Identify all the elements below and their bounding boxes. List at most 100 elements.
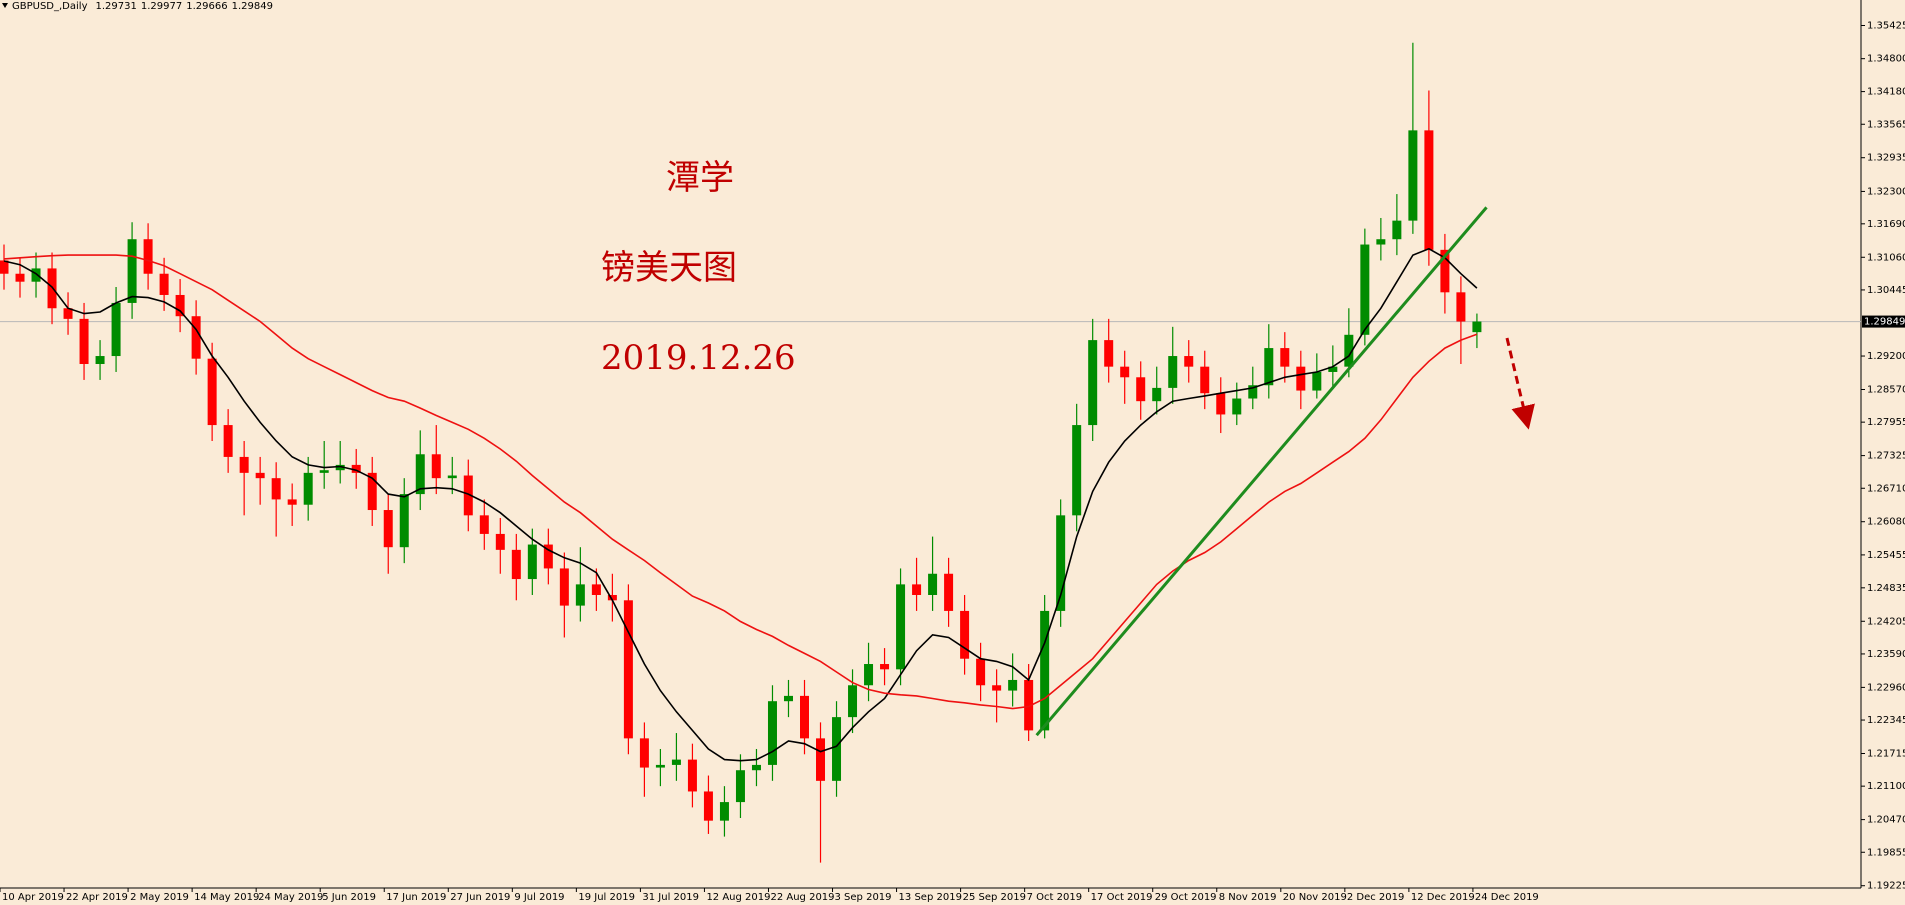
symbol: GBPUSD_,Daily (12, 1, 88, 12)
x-tick-label: 17 Oct 2019 (1091, 892, 1153, 903)
x-tick-label: 2 May 2019 (130, 892, 189, 903)
candle-body (79, 318, 89, 365)
candle-body (175, 294, 185, 317)
candle-body (1392, 220, 1402, 240)
y-tick-label: 1.26710 (1867, 483, 1905, 494)
candle-body (319, 470, 329, 473)
candle-body (1168, 356, 1178, 388)
annotation: 镑美天图 (601, 248, 737, 288)
y-tick-label: 1.21100 (1867, 781, 1905, 792)
candle-body (1184, 356, 1194, 367)
x-tick-label: 14 May 2019 (194, 892, 259, 903)
candle-body (735, 770, 745, 803)
x-tick-label: 31 Jul 2019 (642, 892, 699, 903)
candle-body (671, 759, 681, 765)
y-tick-label: 1.31690 (1867, 219, 1905, 230)
candle-body (31, 268, 41, 282)
annotation: 潭学 (666, 158, 734, 198)
candle-body (607, 594, 617, 601)
y-tick-label: 1.30445 (1867, 285, 1905, 296)
candle-body (383, 510, 393, 548)
candle-body (703, 791, 713, 821)
x-tick-label: 2 Dec 2019 (1347, 892, 1405, 903)
candle-body (992, 685, 1002, 691)
x-tick-label: 9 Jul 2019 (514, 892, 564, 903)
candle-body (335, 464, 345, 471)
candle-body (1264, 348, 1274, 386)
candle-body (928, 573, 938, 595)
down-arrow (1505, 337, 1535, 430)
candle-body (543, 544, 553, 569)
candle-body (912, 584, 922, 595)
candle-body (655, 764, 665, 768)
current-price-box (1862, 315, 1905, 328)
candle-body (63, 308, 73, 319)
candle-body (800, 695, 809, 739)
trend-line (1035, 206, 1488, 737)
candle-body (880, 664, 890, 670)
menu-icon (2, 3, 8, 8)
candle-body (1248, 385, 1258, 399)
candle-body (111, 302, 121, 357)
candle-body (832, 717, 842, 781)
candle-body (1424, 130, 1434, 250)
y-tick-label: 1.28570 (1867, 384, 1905, 395)
candle-body (1152, 387, 1162, 402)
candle-body (15, 273, 25, 282)
candle-body (207, 358, 217, 426)
y-tick-label: 1.26080 (1867, 517, 1905, 528)
bar-close: 1.29849 (232, 1, 273, 12)
candle-body (143, 239, 153, 274)
y-tick-label: 1.27325 (1867, 451, 1905, 462)
y-tick-label: 1.27955 (1867, 417, 1905, 428)
candle-body (1440, 249, 1450, 293)
y-tick-label: 1.35425 (1867, 20, 1905, 31)
x-tick-label: 10 Apr 2019 (2, 892, 64, 903)
candle-body (271, 478, 281, 500)
candle-body (1072, 425, 1082, 516)
candle-body (399, 494, 409, 548)
candle-body (1456, 292, 1466, 322)
x-tick-label: 13 Sep 2019 (899, 892, 962, 903)
moving-average (3, 247, 1478, 762)
y-tick-label: 1.19855 (1867, 847, 1905, 858)
candle-body (303, 472, 313, 505)
candle-body (1408, 130, 1418, 221)
candle-body (1120, 366, 1130, 378)
candle-body (1280, 348, 1290, 367)
candle-body (623, 600, 633, 739)
candle-body (1312, 371, 1322, 391)
y-tick-label: 1.31060 (1867, 252, 1905, 263)
candle-body (976, 658, 986, 686)
x-tick-label: 7 Oct 2019 (1027, 892, 1082, 903)
candle-body (1328, 366, 1338, 372)
candle-body (287, 499, 297, 505)
candle-body (527, 544, 537, 580)
candle-body (1232, 398, 1242, 415)
candle-body (351, 464, 361, 473)
candle-body (239, 456, 249, 473)
candle-body (751, 764, 761, 771)
candle-body (1344, 334, 1354, 367)
x-tick-label: 27 Jun 2019 (450, 892, 510, 903)
candle-body (1040, 610, 1050, 731)
candle-body (719, 802, 729, 821)
candle-body (479, 515, 489, 534)
bar-open: 1.29731 (96, 1, 137, 12)
header: GBPUSD_,Daily 1.29731 1.29977 1.29666 1.2984… (12, 1, 273, 12)
y-tick-label: 1.33565 (1867, 119, 1905, 130)
y-tick-label: 1.29200 (1867, 351, 1905, 362)
candle-body (511, 549, 521, 580)
x-tick-label: 19 Jul 2019 (578, 892, 635, 903)
x-tick-label: 24 Dec 2019 (1475, 892, 1539, 903)
annotation: 2019.12.26 (601, 338, 796, 378)
candle-body (896, 584, 906, 670)
candle-body (463, 475, 473, 516)
x-tick-label: 12 Dec 2019 (1411, 892, 1475, 903)
candle-body (255, 472, 265, 479)
candle-body (1104, 340, 1114, 367)
candle-body (687, 759, 697, 792)
candle-body (1024, 679, 1034, 731)
